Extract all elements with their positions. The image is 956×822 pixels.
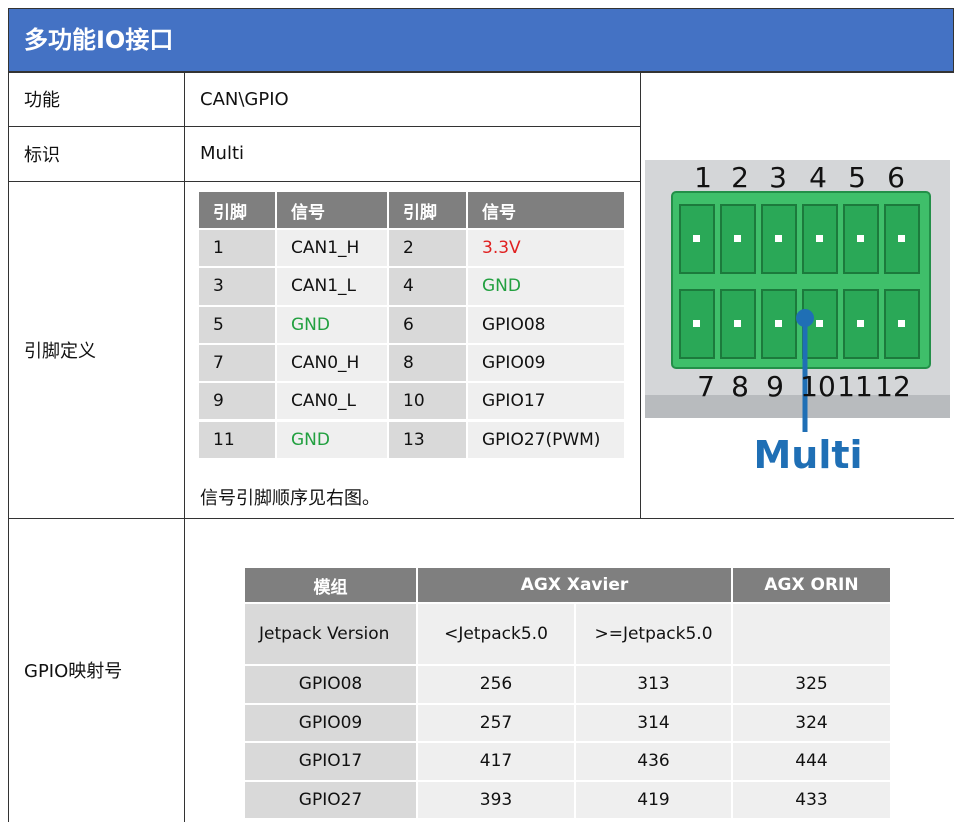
table-cell: 3	[199, 268, 277, 307]
table-cell: <Jetpack5.0	[418, 604, 576, 666]
terminal-hole	[693, 320, 700, 327]
table-cell-empty	[733, 604, 892, 666]
terminal-hole	[775, 235, 782, 242]
table-cell: 257	[418, 704, 576, 743]
header-title: 多功能IO接口	[24, 26, 174, 54]
table-cell: CAN0_L	[277, 383, 389, 422]
row-value: Multi	[200, 143, 244, 164]
table-cell: 8	[389, 344, 468, 384]
table-cell: 417	[418, 743, 576, 782]
table-cell: Jetpack Version	[245, 604, 418, 666]
table-cell: GND	[468, 268, 626, 307]
table-header: 信号	[277, 192, 389, 230]
table-cell: CAN0_H	[277, 344, 389, 384]
table-cell: 324	[733, 704, 892, 743]
table-cell: CAN1_L	[277, 268, 389, 307]
table-cell: GPIO27(PWM)	[468, 421, 626, 460]
table-cell: 433	[733, 781, 892, 820]
table-cell: 313	[576, 666, 733, 705]
header-bar	[8, 8, 954, 72]
table-header: 引脚	[389, 192, 468, 230]
border	[8, 518, 954, 519]
terminals	[679, 204, 920, 359]
terminal-hole	[734, 235, 741, 242]
table-cell: 3.3V	[468, 230, 626, 269]
table-cell: CAN1_H	[277, 230, 389, 269]
pin-number: 6	[887, 161, 905, 194]
border	[640, 72, 641, 518]
table-cell: GPIO17	[468, 383, 626, 422]
terminal-hole	[734, 320, 741, 327]
border	[8, 126, 640, 127]
pointer-dot	[796, 309, 814, 327]
table-cell: 13	[389, 421, 468, 460]
table-cell: 6	[389, 306, 468, 345]
pin-number: 10	[800, 370, 836, 403]
table-header: AGX ORIN	[733, 568, 892, 604]
image-label: Multi	[753, 433, 862, 477]
table-cell: 314	[576, 704, 733, 743]
pin-number: 11	[837, 370, 873, 403]
table-cell: GND	[277, 306, 389, 345]
terminal-hole	[898, 320, 905, 327]
table-cell: GND	[277, 421, 389, 460]
table-header: 模组	[245, 568, 418, 604]
border	[8, 72, 954, 73]
table-header: 信号	[468, 192, 626, 230]
terminal-hole	[816, 320, 823, 327]
pin-number: 3	[769, 161, 787, 194]
table-cell: 2	[389, 230, 468, 269]
row-label: 功能	[24, 90, 60, 111]
table-cell: 393	[418, 781, 576, 820]
table-cell: 4	[389, 268, 468, 307]
table-cell: GPIO09	[468, 344, 626, 384]
terminal-hole	[857, 235, 864, 242]
table-cell: 10	[389, 383, 468, 422]
row-value: CAN\GPIO	[200, 88, 289, 110]
table-cell: 7	[199, 344, 277, 384]
terminal-hole	[775, 320, 782, 327]
table-header: AGX Xavier	[418, 568, 733, 604]
pin-number: 1	[694, 161, 712, 194]
row-label: 标识	[24, 144, 60, 166]
border	[8, 181, 640, 182]
pin-number: 9	[766, 370, 784, 403]
terminal-hole	[857, 320, 864, 327]
table-cell: GPIO08	[245, 666, 418, 705]
table-cell: 1	[199, 230, 277, 269]
table-cell: 325	[733, 666, 892, 705]
note: 信号引脚顺序见右图。	[200, 488, 380, 509]
terminal-hole	[693, 235, 700, 242]
table-cell: 419	[576, 781, 733, 820]
pin-number: 4	[809, 161, 827, 194]
border	[8, 72, 9, 822]
table-cell: GPIO17	[245, 743, 418, 782]
pin-number: 12	[875, 370, 911, 403]
table-cell: 5	[199, 306, 277, 345]
table-cell: 11	[199, 421, 277, 460]
table-cell: 256	[418, 666, 576, 705]
row-label: GPIO映射号	[24, 661, 123, 682]
table-cell: 444	[733, 743, 892, 782]
border	[184, 72, 185, 822]
table-cell: 9	[199, 383, 277, 422]
row-label: 引脚定义	[24, 340, 96, 362]
terminal	[720, 289, 756, 359]
pin-number: 8	[731, 370, 749, 403]
pin-number: 5	[848, 161, 866, 194]
terminal-hole	[816, 235, 823, 242]
table-cell: 436	[576, 743, 733, 782]
table-header: 引脚	[199, 192, 277, 230]
table-cell: GPIO08	[468, 306, 626, 345]
pin-number: 2	[731, 161, 749, 194]
table-cell: GPIO09	[245, 704, 418, 743]
table-cell: >=Jetpack5.0	[576, 604, 733, 666]
terminal-hole	[898, 235, 905, 242]
image-bg	[645, 395, 950, 418]
table-cell: GPIO27	[245, 781, 418, 820]
pin-number: 7	[697, 370, 715, 403]
